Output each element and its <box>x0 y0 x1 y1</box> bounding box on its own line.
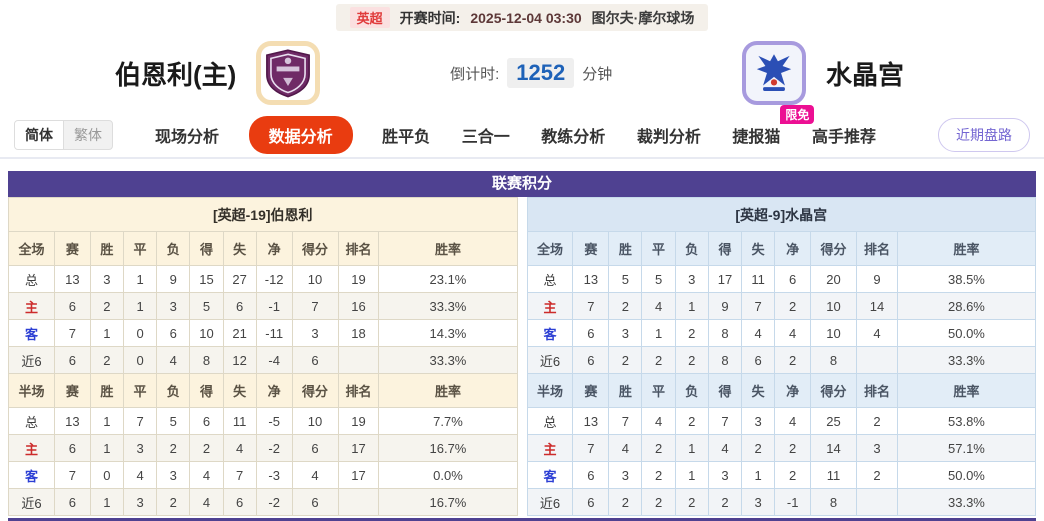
table-row: 近6 6 2 0 4 8 12 -4 6 33.3% <box>8 346 518 374</box>
recent-handicap-button[interactable]: 近期盘路 <box>938 118 1030 152</box>
column-header-row: 全场赛胜平负得失净得分 排名 胜率 <box>8 231 518 266</box>
burnley-crest-icon <box>266 49 311 98</box>
countdown: 倒计时: 1252 分钟 <box>450 58 612 88</box>
table-row: 客 6 3 1 2 8 4 4 10 4 50.0% <box>526 319 1037 347</box>
free-badge: 限免 <box>780 105 815 124</box>
column-header-row: 半场赛胜平负得失净得分 排名 胜率 <box>8 373 518 408</box>
home-team: 伯恩利(主) <box>115 41 321 105</box>
team-section-header: [英超-19]伯恩利 <box>8 197 518 232</box>
table-row: 近6 6 2 2 2 8 6 2 8 33.3% <box>526 346 1037 374</box>
lang-traditional[interactable]: 繁体 <box>74 127 102 143</box>
stats-tables: [英超-19]伯恩利 全场赛胜平负得失净得分 排名 胜率总 13 3 1 9 15 27 -12 10… <box>8 197 1037 516</box>
away-team-name: 水晶宫 <box>825 59 904 90</box>
language-toggle: 简体 繁体 <box>14 120 113 150</box>
league-badge[interactable]: 英超 <box>349 7 390 28</box>
table-row: 近6 6 1 3 2 4 6 -2 6 16.7% <box>8 488 518 516</box>
lang-simplified[interactable]: 简体 <box>15 121 64 149</box>
away-team: 水晶宫 <box>741 41 904 105</box>
column-header-row: 全场赛胜平负得失净得分 排名 胜率 <box>526 231 1037 266</box>
table-row: 主 7 4 2 1 4 2 2 14 3 57.1% <box>526 434 1037 462</box>
table-row: 总 13 3 1 9 15 27 -12 10 19 23.1% <box>8 265 518 293</box>
league-points-board: 联赛积分 [英超-19]伯恩利 全场赛胜平负得失净得分 排名 胜率总 13 3 1 9 15 27… <box>8 171 1037 521</box>
table-row: 客 7 1 0 6 10 21 -11 3 18 14.3% <box>8 319 518 347</box>
home-team-logo[interactable] <box>256 41 321 105</box>
nav-item[interactable]: 教练分析 <box>541 129 606 146</box>
venue-name: 图尔夫·摩尔球场 <box>591 9 695 26</box>
table-row: 主 6 1 3 2 2 4 -2 6 17 16.7% <box>8 434 518 462</box>
nav-item[interactable]: 数据分析 <box>248 116 353 154</box>
countdown-value: 1252 <box>507 58 575 88</box>
away-team-logo[interactable] <box>741 41 806 105</box>
nav-item[interactable]: 现场分析 <box>155 129 220 146</box>
match-header: 伯恩利(主) 倒计时: 1252 分钟 水晶宫 <box>0 31 1044 113</box>
crystal-palace-crest-icon <box>756 54 792 91</box>
table-row: 总 13 7 4 2 7 3 4 25 2 53.8% <box>526 407 1037 435</box>
nav-bar: 简体 繁体 现场分析 数据分析 胜平负 三合一 教练分析 裁判分析 捷报猫 限免 高手推荐 近期… <box>0 105 1044 159</box>
home-team-name: 伯恩利(主) <box>115 59 237 90</box>
table-row: 客 7 0 4 3 4 7 -3 4 17 0.0% <box>8 461 518 489</box>
table-row: 主 7 2 4 1 9 7 2 10 14 28.6% <box>526 292 1037 320</box>
countdown-label: 倒计时: <box>450 65 500 83</box>
table-row: 近6 6 2 2 2 2 3 -1 8 33.3% <box>526 488 1037 516</box>
table-row: 客 6 3 2 1 3 1 2 11 2 50.0% <box>526 461 1037 489</box>
section-title: 联赛积分 <box>8 171 1036 197</box>
table-row: 总 13 1 7 5 6 11 -5 10 19 7.7% <box>8 407 518 435</box>
table-row: 总 13 5 5 3 17 11 6 20 9 38.5% <box>526 265 1037 293</box>
table-row: 主 6 2 1 3 5 6 -1 7 16 33.3% <box>8 292 518 320</box>
nav-item[interactable]: 裁判分析 <box>636 129 701 146</box>
away-stats-table: [英超-9]水晶宫 全场赛胜平负得失净得分 排名 胜率总 13 5 5 3 17 11 6 20 9 38… <box>526 197 1037 516</box>
team-section-header: [英超-9]水晶宫 <box>526 197 1036 232</box>
match-info-bar: 英超 开赛时间: 2025-12-04 03:30 图尔夫·摩尔球场 <box>335 4 709 31</box>
kickoff-label: 开赛时间: <box>399 9 461 26</box>
nav-items: 现场分析 数据分析 胜平负 三合一 教练分析 裁判分析 捷报猫 限免 高手推荐 <box>153 105 938 154</box>
nav-item[interactable]: 高手推荐 <box>811 129 876 146</box>
nav-item[interactable]: 胜平负 <box>382 129 431 146</box>
nav-item[interactable]: 捷报猫 限免 <box>730 105 815 154</box>
home-stats-table: [英超-19]伯恩利 全场赛胜平负得失净得分 排名 胜率总 13 3 1 9 15 27 -12 10… <box>8 197 518 516</box>
countdown-unit: 分钟 <box>582 65 613 83</box>
nav-item[interactable]: 三合一 <box>461 129 510 146</box>
column-header-row: 半场赛胜平负得失净得分 排名 胜率 <box>526 373 1037 408</box>
kickoff-time: 2025-12-04 03:30 <box>470 9 582 26</box>
topbar-wrap: 英超 开赛时间: 2025-12-04 03:30 图尔夫·摩尔球场 <box>0 0 1044 31</box>
